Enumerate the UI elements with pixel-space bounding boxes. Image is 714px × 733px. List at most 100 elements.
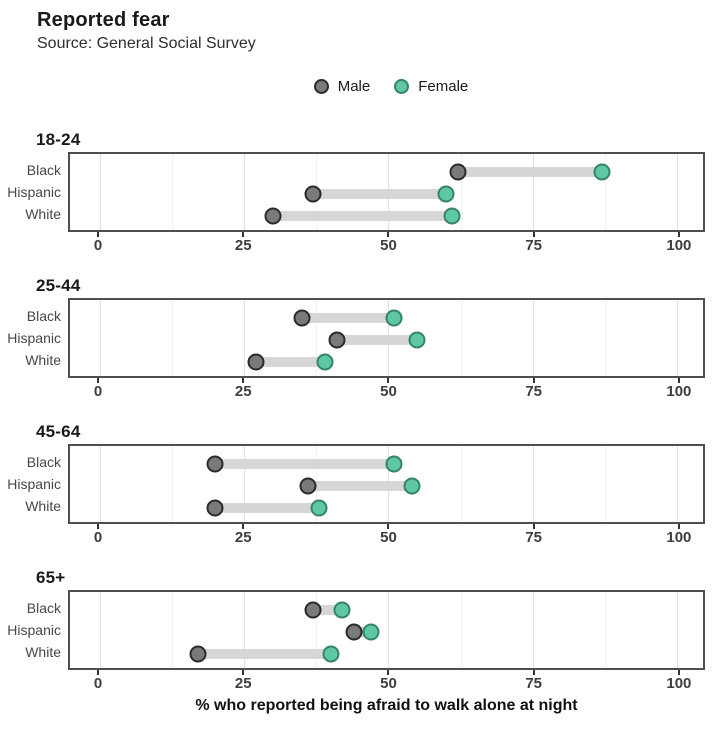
x-tick-label: 100 [666,237,692,254]
legend-item-female: Female [394,78,468,95]
male-dot [299,477,317,495]
x-axis: 0 25 50 75 100 [68,670,705,694]
major-gridline [677,154,679,230]
x-tick-mark [677,524,680,529]
minor-gridline [460,300,462,376]
row-label-hispanic: Hispanic [7,184,61,200]
x-tick-label: 100 [666,675,692,692]
x-tick-mark [97,378,100,383]
x-axis: 0 25 50 75 100 [68,232,705,256]
major-gridline [677,300,679,376]
minor-gridline [316,592,318,668]
minor-gridline [172,446,174,522]
connector-bar [336,335,418,345]
row-label-white: White [25,206,61,222]
x-tick-label: 50 [380,675,397,692]
x-tick-mark [387,524,390,529]
row-label-hispanic: Hispanic [7,622,61,638]
facet-title: 25-44 [36,276,81,295]
x-tick-mark [242,524,245,529]
major-gridline [677,446,679,522]
major-gridline [244,592,246,668]
x-tick-label: 25 [234,383,252,400]
major-gridline [532,592,534,668]
facet-title: 18-24 [36,130,81,149]
x-tick-mark [242,232,245,237]
row-label-white: White [25,352,61,368]
x-axis: 0 25 50 75 100 [68,524,705,548]
x-tick-label: 100 [666,383,692,400]
male-dot [328,331,346,349]
facet-title: 65+ [36,568,66,587]
connector-bar [197,649,331,659]
male-dot [293,309,311,327]
major-gridline [244,154,246,230]
x-tick-label: 75 [525,529,543,546]
x-tick-label: 100 [666,529,692,546]
chart-subtitle: Source: General Social Survey [37,35,256,52]
facet-panels: 18-24 Black Hispanic White 0 25 50 75 100 25-44 Bl… [0,130,714,694]
major-gridline [244,446,246,522]
major-gridline [244,300,246,376]
x-tick-label: 75 [525,383,543,400]
y-axis-labels: Black Hispanic White [0,152,68,232]
legend: Male Female [68,76,714,96]
x-tick-mark [677,232,680,237]
facet-body: Black Hispanic White [0,590,714,670]
major-gridline [99,154,101,230]
major-gridline [99,300,101,376]
facet-body: Black Hispanic White [0,152,714,232]
female-dot [310,499,328,517]
female-dot [333,601,351,619]
minor-gridline [460,154,462,230]
female-dot [408,331,426,349]
female-dot [437,185,455,203]
connector-bar [215,503,320,513]
x-tick-label: 0 [93,383,103,400]
male-dot [304,185,322,203]
connector-bar [457,167,602,177]
x-tick-label: 0 [93,529,103,546]
female-dot [385,309,403,327]
legend-male-dot-icon [313,78,329,94]
female-dot [362,623,380,641]
x-axis: 0 25 50 75 100 [68,378,705,402]
major-gridline [99,446,101,522]
male-dot [247,353,265,371]
minor-gridline [604,300,606,376]
male-dot [304,601,322,619]
y-axis-labels: Black Hispanic White [0,298,68,378]
x-tick-label: 50 [380,237,397,254]
x-tick-mark [97,670,100,675]
female-dot [322,645,340,663]
male-dot [206,499,224,517]
row-label-black: Black [26,308,61,324]
x-tick-label: 0 [93,237,103,254]
row-label-black: Black [26,600,61,616]
legend-item-male: Male [313,78,370,95]
male-dot [206,455,224,473]
facet-title: 45-64 [36,422,81,441]
x-tick-mark [97,232,100,237]
x-tick-label: 75 [525,237,543,254]
plot-panel [68,298,705,378]
major-gridline [99,592,101,668]
male-dot [345,623,363,641]
connector-bar [353,627,372,637]
x-tick-label: 50 [380,383,397,400]
plot-panel [68,590,705,670]
row-label-hispanic: Hispanic [7,476,61,492]
male-dot [449,163,467,181]
plot-panel [68,444,705,524]
y-axis-labels: Black Hispanic White [0,444,68,524]
row-label-hispanic: Hispanic [7,330,61,346]
x-tick-mark [387,378,390,383]
minor-gridline [172,154,174,230]
row-label-white: White [25,498,61,514]
major-gridline [388,592,390,668]
x-tick-label: 25 [234,237,252,254]
x-tick-mark [242,670,245,675]
male-dot [264,207,282,225]
row-label-black: Black [26,162,61,178]
x-tick-label: 75 [525,675,543,692]
